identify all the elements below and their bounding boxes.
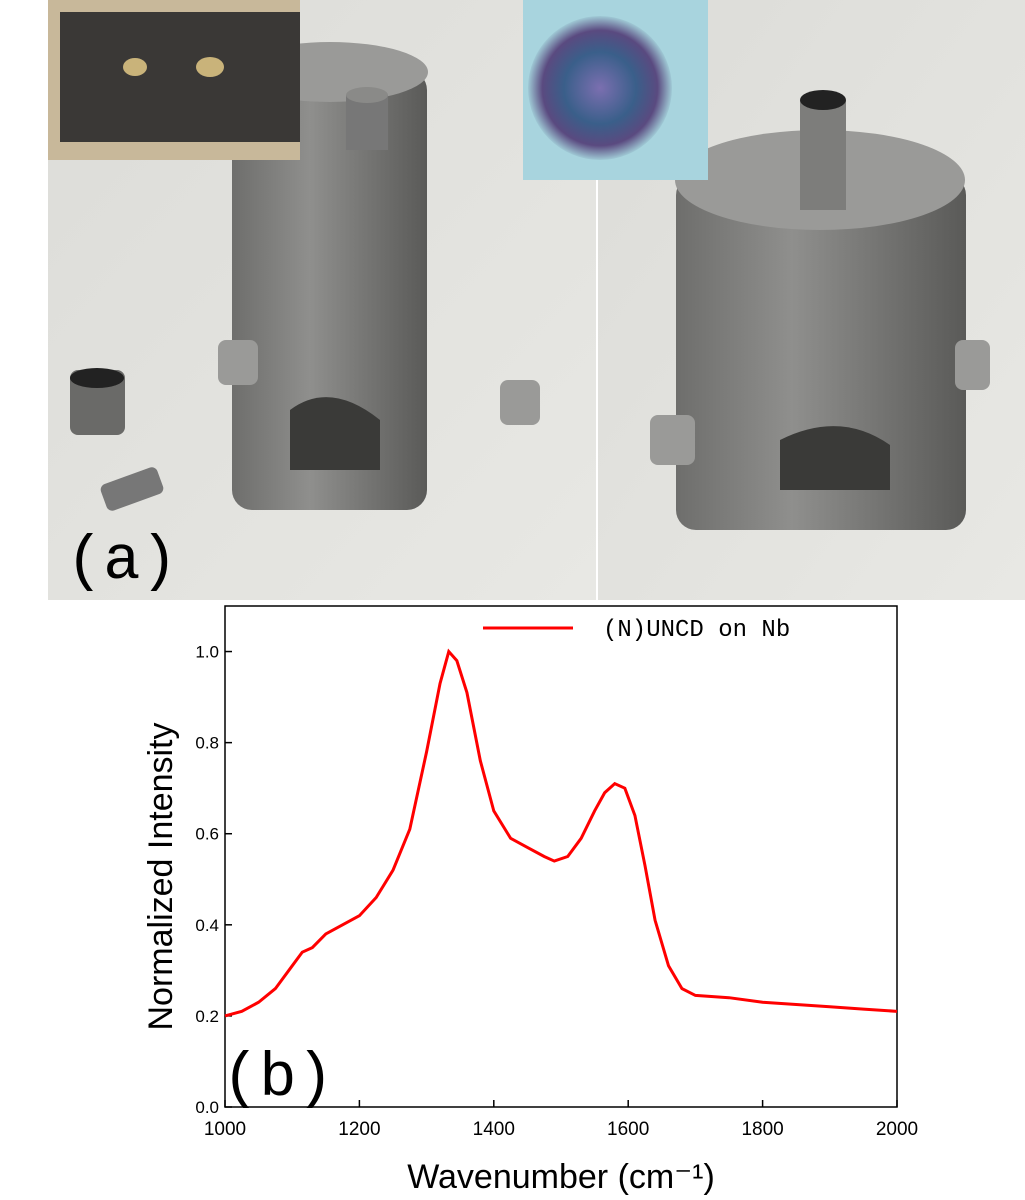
y-tick-label: 0.2 (195, 1007, 219, 1026)
panel-label: (a) (66, 526, 178, 597)
y-tick-label: 0.6 (195, 825, 219, 844)
chart: 0.0 0.2 0.4 0.6 0.8 1.0 1000 1200 1400 1600 1800 20… (142, 605, 918, 1196)
y-tick-label: 0.0 (195, 1098, 219, 1117)
y-axis-label: Normalized Intensity (142, 722, 180, 1030)
panel-label: (b) (222, 1043, 334, 1114)
legend-label: (N)UNCD on Nb (603, 617, 790, 644)
x-axis-label: Wavenumber (cm⁻¹) (407, 1158, 715, 1196)
y-tick-label: 0.8 (195, 734, 219, 753)
y-tick-label: 0.4 (195, 916, 219, 935)
x-tick-label: 2000 (876, 1119, 918, 1140)
x-tick-label: 1800 (741, 1119, 783, 1140)
data-line (224, 648, 898, 1018)
y-tick-label: 1.0 (195, 643, 219, 662)
x-tick-label: 1600 (607, 1119, 649, 1140)
x-tick-label: 1400 (473, 1119, 515, 1140)
x-tick-label: 1200 (338, 1119, 380, 1140)
photo-panel: (a) (48, 0, 1025, 600)
plot-area (224, 605, 898, 1108)
x-tick-label: 1000 (204, 1119, 246, 1140)
